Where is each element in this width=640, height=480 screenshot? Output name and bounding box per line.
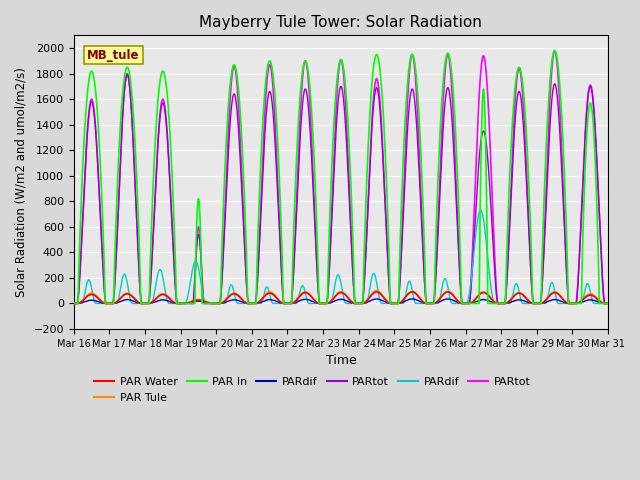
X-axis label: Time: Time bbox=[326, 354, 356, 367]
Title: Mayberry Tule Tower: Solar Radiation: Mayberry Tule Tower: Solar Radiation bbox=[200, 15, 483, 30]
Text: MB_tule: MB_tule bbox=[87, 48, 140, 61]
Legend: PAR Water, PAR Tule, PAR In, PARdif, PARtot, PARdif, PARtot: PAR Water, PAR Tule, PAR In, PARdif, PAR… bbox=[90, 372, 535, 407]
Y-axis label: Solar Radiation (W/m2 and umol/m2/s): Solar Radiation (W/m2 and umol/m2/s) bbox=[15, 67, 28, 297]
